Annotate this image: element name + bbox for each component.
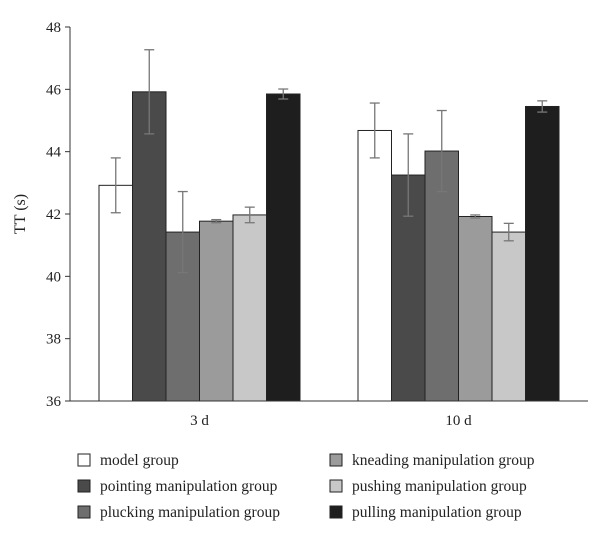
- legend-swatch: [77, 479, 91, 493]
- y-tick-label: 48: [46, 20, 61, 36]
- bar-0-4: [232, 214, 267, 402]
- y-axis-title: TT (s): [12, 194, 29, 234]
- bars-layer: [98, 91, 560, 402]
- y-tick-label: 40: [46, 269, 61, 285]
- legend-label: pulling manipulation group: [352, 504, 522, 521]
- y-tick-label: 36: [46, 394, 62, 410]
- bar-0-5: [266, 93, 301, 402]
- y-tick-label: 42: [46, 207, 61, 223]
- x-ticks-layer: 3 d 10 d: [190, 413, 472, 429]
- bar-1-4: [491, 231, 526, 402]
- bar-0-0: [98, 184, 133, 402]
- legend-label: pointing manipulation group: [100, 478, 278, 495]
- y-tick-label: 38: [46, 332, 61, 348]
- bar-0-1: [132, 91, 167, 402]
- error-bars-layer: [110, 49, 548, 274]
- legend-label: plucking manipulation group: [100, 504, 280, 521]
- y-ticks-layer: 36 38 40 42 44 46 48: [46, 20, 70, 410]
- bar-1-5: [525, 105, 560, 402]
- legend-swatch: [77, 453, 91, 467]
- legend-swatch: [329, 505, 343, 519]
- bar-1-3: [458, 215, 493, 402]
- x-tick-label: 3 d: [190, 413, 209, 429]
- legend: model group pointing manipulation group pl…: [77, 452, 535, 521]
- bar-1-0: [357, 129, 392, 402]
- y-tick-label: 44: [46, 145, 62, 161]
- legend-label: kneading manipulation group: [352, 452, 535, 469]
- legend-label: model group: [100, 452, 179, 469]
- x-tick-label: 10 d: [445, 413, 472, 429]
- legend-swatch: [77, 505, 91, 519]
- legend-swatch: [329, 479, 343, 493]
- bar-0-3: [199, 220, 234, 402]
- legend-label: pushing manipulation group: [352, 478, 527, 495]
- legend-swatch: [329, 453, 343, 467]
- y-tick-label: 46: [46, 82, 62, 98]
